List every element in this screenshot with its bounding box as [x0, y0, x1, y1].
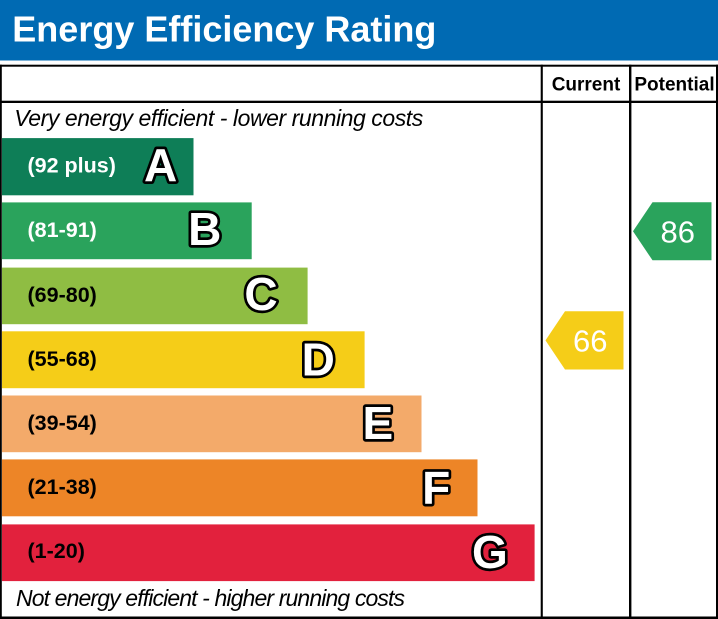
svg-text:(1-20): (1-20): [28, 539, 85, 563]
svg-text:Current: Current: [552, 75, 621, 96]
svg-text:86: 86: [661, 214, 695, 249]
svg-text:(21-38): (21-38): [28, 475, 97, 499]
svg-text:(39-54): (39-54): [28, 411, 97, 435]
svg-text:F: F: [422, 462, 450, 514]
svg-text:(81-91): (81-91): [28, 218, 97, 242]
svg-text:(55-68): (55-68): [28, 347, 97, 371]
svg-text:G: G: [472, 526, 508, 578]
svg-text:C: C: [244, 268, 277, 320]
svg-text:Very energy efficient - lower: Very energy efficient - lower running co…: [14, 105, 424, 131]
svg-text:B: B: [188, 203, 221, 255]
svg-text:(92 plus): (92 plus): [28, 154, 116, 178]
svg-text:Energy Efficiency Rating: Energy Efficiency Rating: [12, 8, 436, 49]
svg-text:(69-80): (69-80): [28, 283, 97, 307]
svg-text:E: E: [363, 397, 394, 449]
svg-text:D: D: [302, 334, 335, 386]
svg-text:A: A: [144, 139, 177, 191]
svg-text:66: 66: [573, 324, 607, 359]
svg-text:Not energy efficient - higher: Not energy efficient - higher running co…: [16, 585, 406, 611]
svg-text:Potential: Potential: [634, 75, 714, 96]
